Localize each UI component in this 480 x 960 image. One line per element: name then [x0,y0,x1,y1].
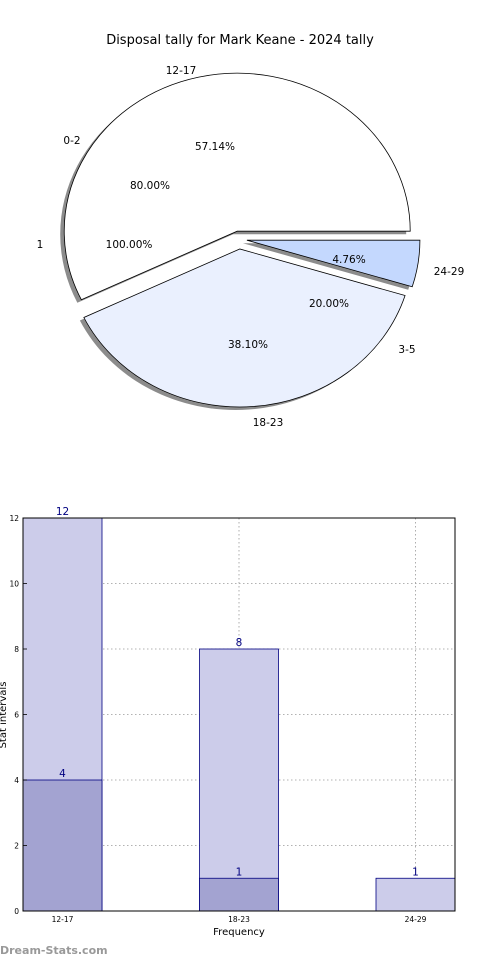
pie-category-label-3-5: 3-5 [398,344,415,356]
bar-axis-ticks: 0 2 4 6 8 10 12 12-17 18-23 24-29 [9,514,426,924]
x-tick-label-18-23: 18-23 [228,915,250,924]
x-tick-label-24-29: 24-29 [405,915,427,924]
y-tick-label: 0 [14,907,19,916]
y-tick-label: 2 [14,842,19,851]
bar-value-label-18-23-series-0: 8 [236,637,243,649]
y-tick-label: 12 [9,514,19,523]
x-tick-label-12-17: 12-17 [52,915,74,924]
y-tick-label: 8 [14,645,19,654]
bar-y-axis-label: Stat intervals [0,682,9,749]
bar-18-23-series-1 [199,877,279,912]
pie-slice-12-17 [63,72,411,301]
bar-marks [22,517,456,912]
pie-title: Disposal tally for Mark Keane - 2024 tal… [106,33,374,48]
pie-percent-label-12-17: 57.14% [195,141,235,153]
pie-percent-label-0-2: 80.00% [130,180,170,192]
pie-percent-label-24-29: 4.76% [332,254,365,266]
bar-x-axis-label: Frequency [213,927,265,938]
bar-value-labels: 12 8 1 4 1 [56,506,419,878]
pie-slice-18-23 [83,248,406,408]
pie-percent-label-1: 100.00% [106,239,153,251]
pie-category-label-1: 1 [37,239,44,251]
pie-category-label-0-2: 0-2 [63,135,80,147]
pie-percent-label-18-23: 38.10% [228,339,268,351]
pie-slices [63,72,421,408]
bar-value-label-18-23-series-1: 1 [236,866,243,878]
pie-category-label-24-29: 24-29 [434,266,465,278]
y-tick-label: 4 [14,776,19,785]
pie-category-label-12-17: 12-17 [166,65,197,77]
bar-24-29-series-0 [375,877,456,912]
pie-category-label-18-23: 18-23 [253,417,284,429]
bar-12-17-series-1 [22,779,103,912]
y-tick-label: 6 [14,711,19,720]
bar-value-label-24-29-series-0: 1 [412,866,419,878]
bar-value-label-12-17-series-0: 12 [56,506,69,518]
watermark: Dream-Stats.com [0,944,108,957]
pie-slice-24-29 [246,239,421,288]
bar-18-23-series-0 [199,648,279,912]
bar-value-label-12-17-series-1: 4 [59,768,66,780]
y-tick-label: 10 [9,580,19,589]
pie-percent-label-3-5: 20.00% [309,298,349,310]
